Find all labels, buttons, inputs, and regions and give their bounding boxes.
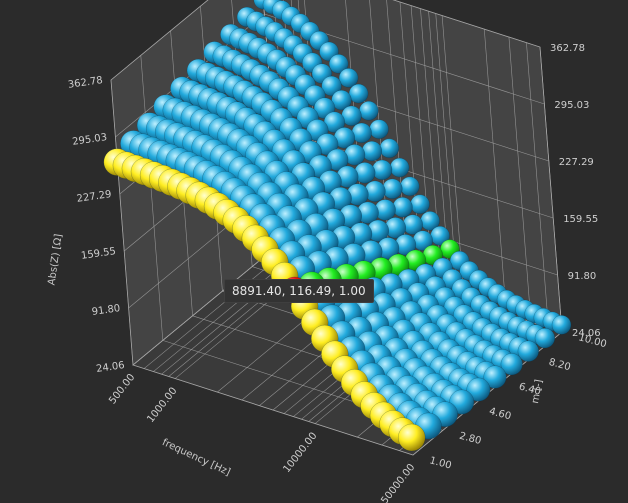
y-tick-label-left: 362.78 bbox=[67, 75, 103, 91]
y-tick-label-left: 295.03 bbox=[72, 132, 108, 148]
x-gridline-back bbox=[483, 29, 507, 315]
data-point[interactable] bbox=[379, 138, 399, 159]
y-tick-label-left: 227.29 bbox=[76, 189, 112, 205]
z-gridline-side bbox=[110, 79, 134, 366]
data-point[interactable] bbox=[359, 101, 379, 121]
data-point[interactable] bbox=[329, 54, 349, 74]
z-tick-label: 10.00 bbox=[577, 332, 608, 350]
x-gridline-back bbox=[526, 42, 549, 328]
y-tick-label-right: 24.06 bbox=[572, 328, 601, 339]
x-tick-label: 50000.00 bbox=[379, 462, 417, 503]
data-point[interactable] bbox=[551, 315, 572, 335]
data-point[interactable] bbox=[372, 159, 393, 180]
z-tick-label: 1.00 bbox=[428, 455, 452, 471]
data-point[interactable] bbox=[348, 83, 369, 104]
y-tick-label-right: 91.80 bbox=[568, 271, 597, 282]
data-point[interactable] bbox=[331, 89, 352, 111]
data-point[interactable] bbox=[392, 197, 413, 218]
z-axis-title: m [-] bbox=[530, 379, 545, 405]
y-tick-label-right: 159.55 bbox=[563, 214, 598, 225]
point-tooltip: 8891.40, 116.49, 1.00 bbox=[224, 279, 374, 303]
x-tick-label: 1000.00 bbox=[145, 386, 179, 425]
y-gridline-side bbox=[110, 0, 209, 81]
first-series-data-point[interactable] bbox=[398, 423, 426, 452]
data-point[interactable] bbox=[466, 377, 491, 402]
data-point[interactable] bbox=[400, 176, 420, 197]
data-point[interactable] bbox=[534, 328, 555, 349]
data-point[interactable] bbox=[382, 178, 403, 199]
data-point[interactable] bbox=[483, 365, 507, 389]
x-tick-label: 500.00 bbox=[107, 372, 137, 406]
data-point[interactable] bbox=[500, 353, 523, 376]
data-point[interactable] bbox=[517, 340, 539, 362]
z-gridline-floor bbox=[132, 364, 414, 456]
z-gridline-side bbox=[140, 55, 164, 341]
y-axis-title: Abs(Z) [Ω] bbox=[46, 233, 64, 286]
y-tick-label-left: 159.55 bbox=[80, 246, 116, 262]
data-point[interactable] bbox=[369, 119, 389, 139]
x-gridline-back bbox=[420, 8, 443, 294]
x-gridline-back bbox=[508, 36, 532, 323]
data-point[interactable] bbox=[338, 68, 359, 88]
x-gridline-floor bbox=[132, 241, 283, 366]
y-tick-label-right: 227.29 bbox=[559, 157, 594, 168]
data-point[interactable] bbox=[410, 194, 430, 215]
data-point[interactable] bbox=[321, 75, 342, 97]
y-tick-label-right: 362.78 bbox=[550, 43, 585, 54]
y-tick-label-left: 24.06 bbox=[96, 360, 126, 375]
data-point[interactable] bbox=[389, 157, 410, 178]
x-axis-title: frequency [Hz] bbox=[160, 437, 232, 478]
y-tick-label-right: 295.03 bbox=[554, 100, 589, 111]
y-tick-label-left: 91.80 bbox=[91, 303, 121, 318]
z-tick-label: 8.20 bbox=[547, 357, 571, 373]
data-point[interactable] bbox=[361, 141, 382, 162]
x-tick-label: 10000.00 bbox=[281, 431, 319, 475]
z-tick-label: 2.80 bbox=[458, 431, 482, 447]
z-tick-label: 4.60 bbox=[488, 406, 512, 422]
x-gridline-back bbox=[539, 46, 563, 333]
